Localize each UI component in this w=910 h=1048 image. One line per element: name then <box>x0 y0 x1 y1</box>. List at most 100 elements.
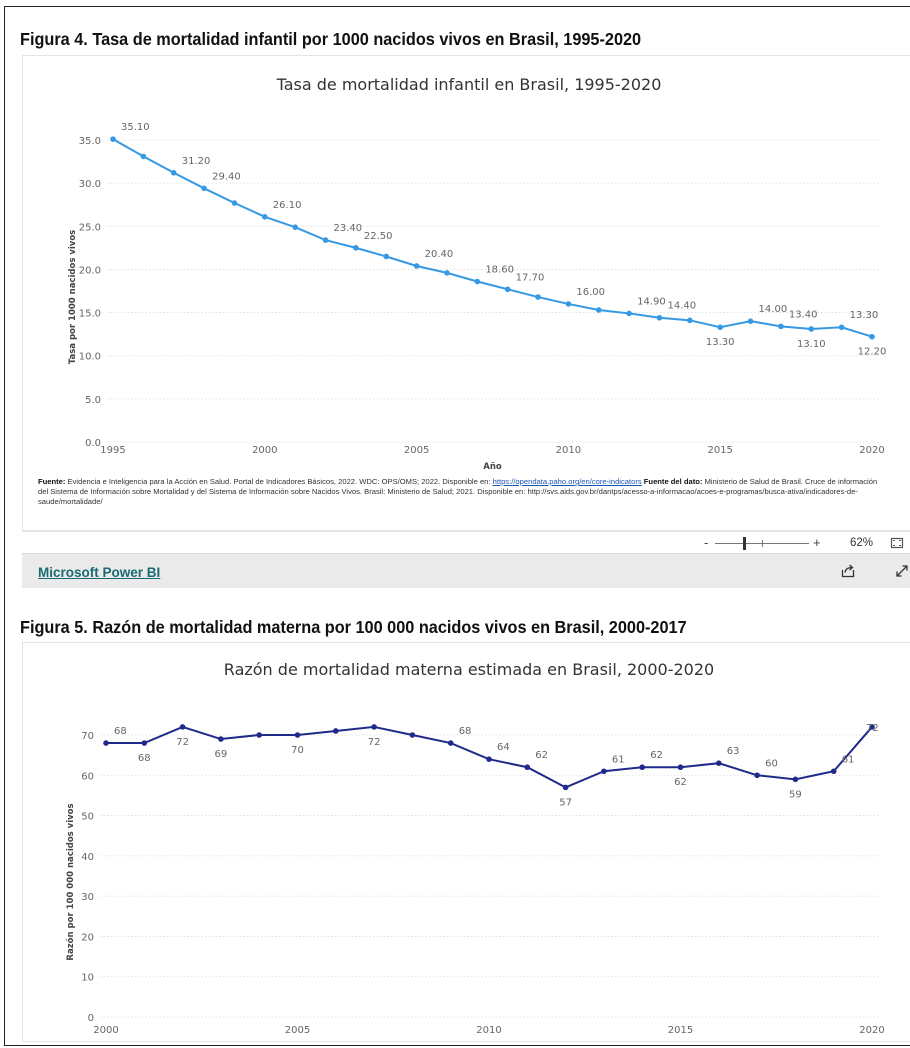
data-label: 59 <box>789 789 802 800</box>
y-tick-label: 35.0 <box>79 136 101 147</box>
data-point <box>747 318 754 325</box>
data-point <box>110 136 116 142</box>
fit-to-page-icon[interactable] <box>890 536 904 550</box>
data-label: 72 <box>368 737 381 748</box>
data-label: 13.10 <box>797 339 826 350</box>
data-point <box>444 270 450 276</box>
data-point <box>601 768 607 775</box>
y-tick-label: 10 <box>81 973 94 984</box>
zoom-bar: - + 62% <box>22 531 910 554</box>
y-tick-label: 10.0 <box>79 352 101 363</box>
data-point <box>409 732 416 738</box>
x-tick-label: 2020 <box>859 1025 884 1036</box>
data-label: 61 <box>612 754 625 765</box>
x-tick-label: 2010 <box>476 1025 501 1036</box>
data-label: 70 <box>291 745 304 756</box>
data-point <box>231 200 238 206</box>
share-icon[interactable] <box>840 563 856 579</box>
x-tick-label: 2000 <box>252 445 277 456</box>
zoom-slider-thumb[interactable] <box>743 537 747 550</box>
data-label: 14.90 <box>637 296 666 307</box>
data-label: 14.40 <box>667 301 696 312</box>
data-label: 16.00 <box>576 287 605 298</box>
data-point <box>677 764 684 771</box>
data-label: 13.30 <box>850 310 879 321</box>
x-tick-label: 2015 <box>668 1025 693 1036</box>
y-tick-label: 25.0 <box>79 222 101 233</box>
data-point <box>486 756 492 762</box>
powerbi-report-panel-2: Razón de mortalidad materna estimada en … <box>22 642 910 1042</box>
data-point <box>838 324 845 331</box>
data-point <box>201 185 207 192</box>
figure-5-title: Figura 5. Razón de mortalidad materna po… <box>20 617 687 637</box>
source-note: Fuente: Evidencia e Inteligencia para la… <box>38 477 886 507</box>
x-tick-label: 2015 <box>707 445 732 456</box>
maternal-mortality-chart[interactable]: Razón de mortalidad materna estimada en … <box>23 643 910 1043</box>
data-point <box>830 768 837 775</box>
zoom-slider-mid-tick <box>762 540 763 547</box>
y-tick-label: 70 <box>81 731 94 742</box>
data-label: 20.40 <box>425 249 454 260</box>
data-point <box>524 764 531 771</box>
x-tick-label: 1995 <box>100 445 125 456</box>
data-point <box>333 728 339 734</box>
zoom-percent: 62% <box>850 537 874 549</box>
data-label: 62 <box>535 750 548 761</box>
y-tick-label: 50 <box>81 812 94 823</box>
data-label: 13.40 <box>789 309 818 320</box>
powerbi-footer: Microsoft Power BI <box>22 553 910 588</box>
chart-title: Razón de mortalidad materna estimada en … <box>224 660 714 679</box>
data-label: 68 <box>459 726 472 737</box>
data-label: 60 <box>765 758 778 769</box>
zoom-out-button[interactable]: - <box>704 535 709 550</box>
data-label: 72 <box>866 723 879 734</box>
data-label: 12.20 <box>858 347 887 358</box>
data-label: 26.10 <box>273 200 302 211</box>
infant-mortality-chart[interactable]: Tasa de mortalidad infantil en Brasil, 1… <box>23 56 910 476</box>
data-label: 23.40 <box>334 223 363 234</box>
zoom-in-button[interactable]: + <box>813 535 821 550</box>
data-label: 29.40 <box>212 171 241 182</box>
y-tick-label: 20.0 <box>79 265 101 276</box>
data-point <box>141 740 148 746</box>
data-point <box>869 333 875 340</box>
data-point <box>474 278 481 285</box>
y-axis-label: Tasa por 1000 nacidos vivos <box>68 230 78 364</box>
y-tick-label: 30 <box>81 892 94 903</box>
data-point <box>869 724 875 730</box>
data-label: 18.60 <box>485 265 514 276</box>
data-point <box>170 169 177 176</box>
data-point <box>371 724 377 730</box>
data-label: 68 <box>138 753 151 764</box>
data-label: 35.10 <box>121 122 150 133</box>
data-point <box>754 772 760 779</box>
source-link[interactable]: https://opendata.paho.org/en/core-indica… <box>492 477 642 486</box>
data-label: 69 <box>215 749 228 760</box>
fullscreen-icon[interactable] <box>894 563 910 579</box>
data-label: 64 <box>497 742 510 753</box>
data-label: 22.50 <box>364 231 393 242</box>
figure-4-title: Figura 4. Tasa de mortalidad infantil po… <box>20 29 642 49</box>
data-label: 31.20 <box>182 156 211 167</box>
x-tick-label: 2010 <box>556 445 581 456</box>
data-point <box>595 307 602 313</box>
x-tick-label: 2005 <box>404 445 429 456</box>
data-point <box>103 740 109 746</box>
series-line <box>112 138 873 338</box>
y-axis-label: Razón por 100 000 nacidos vivos <box>65 803 76 960</box>
data-label: 57 <box>559 797 572 808</box>
data-label: 68 <box>114 726 127 737</box>
data-point <box>639 764 645 771</box>
data-point <box>322 237 329 243</box>
y-tick-label: 5.0 <box>85 395 101 406</box>
data-point <box>687 317 693 324</box>
data-point <box>413 263 420 269</box>
data-point <box>808 326 815 332</box>
y-tick-label: 60 <box>81 771 94 782</box>
data-point <box>447 740 454 746</box>
microsoft-power-bi-link[interactable]: Microsoft Power BI <box>38 565 161 580</box>
data-point <box>792 776 799 783</box>
data-label: 62 <box>650 750 663 761</box>
data-point <box>179 724 186 730</box>
data-point <box>562 784 569 791</box>
